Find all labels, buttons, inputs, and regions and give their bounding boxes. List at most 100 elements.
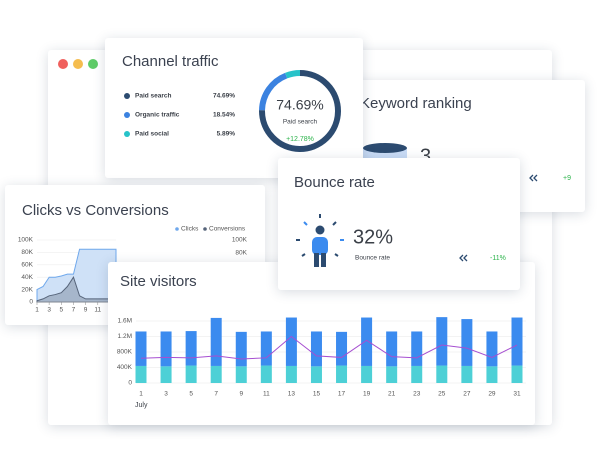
bar-segment [135,365,147,383]
x-tick-label: 17 [338,391,346,398]
item-value: 74.69% [213,93,235,100]
bar-segment [310,366,322,383]
bar-segment [310,331,322,367]
bar-segment [235,331,247,367]
donut-segment [285,70,301,79]
x-tick-label: 1 [35,307,39,314]
bar-segment [361,317,373,366]
x-tick-label: 25 [438,391,446,398]
minimize-dot [73,59,83,69]
x-tick-label: 5 [189,391,193,398]
x-tick-label: 27 [463,391,471,398]
x-tick-label: 23 [413,391,421,398]
legend-label: Conversions [209,226,246,233]
channel-widget: Channel traffic 74.69% Paid search +12.7… [122,53,341,152]
y-tick-label: 800K [117,349,133,356]
donut-value: 74.69% [276,97,323,113]
bar-segment [486,331,498,367]
change: +12.78% [286,136,314,143]
axis-label: 100K [232,237,248,244]
legend-dot [124,93,130,99]
person-icon [296,214,344,267]
donut-label: Paid search [283,119,318,126]
x-tick-label: 21 [388,391,396,398]
bar-segment [235,366,247,383]
bar-segment [285,317,297,366]
x-tick-label: 15 [313,391,321,398]
change: +9 [563,175,571,182]
y-tick-label: 40K [21,274,33,281]
bar-segment [411,365,423,383]
x-tick-label: 11 [94,307,101,314]
bar-segment [461,319,473,366]
bar-segment [135,331,147,366]
item-value: 18.54% [213,112,235,119]
x-tick-label: 3 [47,307,51,314]
close-dot [58,59,68,69]
bar-segment [285,365,297,383]
bar-segment [361,365,373,383]
x-tick-label: 11 [263,391,270,398]
x-tick-label: 7 [214,391,218,398]
x-tick-label: 3 [164,391,168,398]
bar-segment [461,365,473,383]
maximize-dot [88,59,98,69]
x-tick-label: 5 [59,307,63,314]
bar-segment [185,365,197,383]
card-title: Site visitors [120,273,197,290]
y-tick-label: 1.2M [118,333,132,340]
legend-dot [124,131,130,137]
legend-dot [203,227,207,231]
bar-segment [436,317,448,366]
series-line [140,335,518,360]
y-tick-label: 0 [128,380,132,387]
x-axis-label: July [135,402,148,409]
bounce-card: Bounce rate 32% Bounce rate -11% [278,158,520,290]
legend-dot [175,227,179,231]
keyword-widget: Keyword ranking 3 +9 [360,95,571,182]
donut-segment [259,70,341,152]
bounce-widget: Bounce rate 32% Bounce rate -11% [294,174,506,267]
x-tick-label: 19 [363,391,371,398]
y-tick-label: 1.6M [118,318,132,325]
x-tick-label: 9 [239,391,243,398]
chevron [533,174,538,182]
card-title: Bounce rate [294,174,375,191]
y-tick-label: 0 [29,299,33,306]
bar-segment [210,365,222,383]
bar-segment [160,331,172,367]
legend-label: Clicks [181,226,199,233]
x-tick-label: 9 [84,307,88,314]
legend-dot [124,112,130,118]
x-tick-label: 7 [72,307,76,314]
bar-segment [436,365,448,383]
card-title: Keyword ranking [360,95,472,112]
donut-segment [259,72,288,111]
rank-value: 3 [420,145,431,167]
card-title: Clicks vs Conversions [22,202,169,219]
item-value: 5.89% [217,131,236,138]
y-tick-label: 80K [21,249,33,256]
y-tick-label: 20K [21,286,33,293]
bar-segment [386,366,398,383]
bar-segment [336,365,348,383]
bar-segment [511,317,523,366]
item-name: Paid search [135,93,172,100]
bounce-label: Bounce rate [355,255,390,262]
visitors-widget: Site visitors July 0 400K 800K 1.2M 1.6M 1 3 5 7… [117,273,526,409]
icon [363,143,407,153]
axis-label: 80K [235,250,247,257]
x-tick-label: 31 [513,391,521,398]
bar-segment [210,317,222,366]
y-tick-label: 400K [117,364,133,371]
x-tick-label: 1 [139,391,143,398]
x-tick-label: 29 [488,391,496,398]
chevron [529,174,534,182]
bar-segment [185,331,197,366]
window-chrome [58,59,98,69]
card-title: Channel traffic [122,53,219,70]
change: -11% [490,255,506,262]
bar-segment [411,331,423,366]
y-tick-label: 60K [21,262,33,269]
